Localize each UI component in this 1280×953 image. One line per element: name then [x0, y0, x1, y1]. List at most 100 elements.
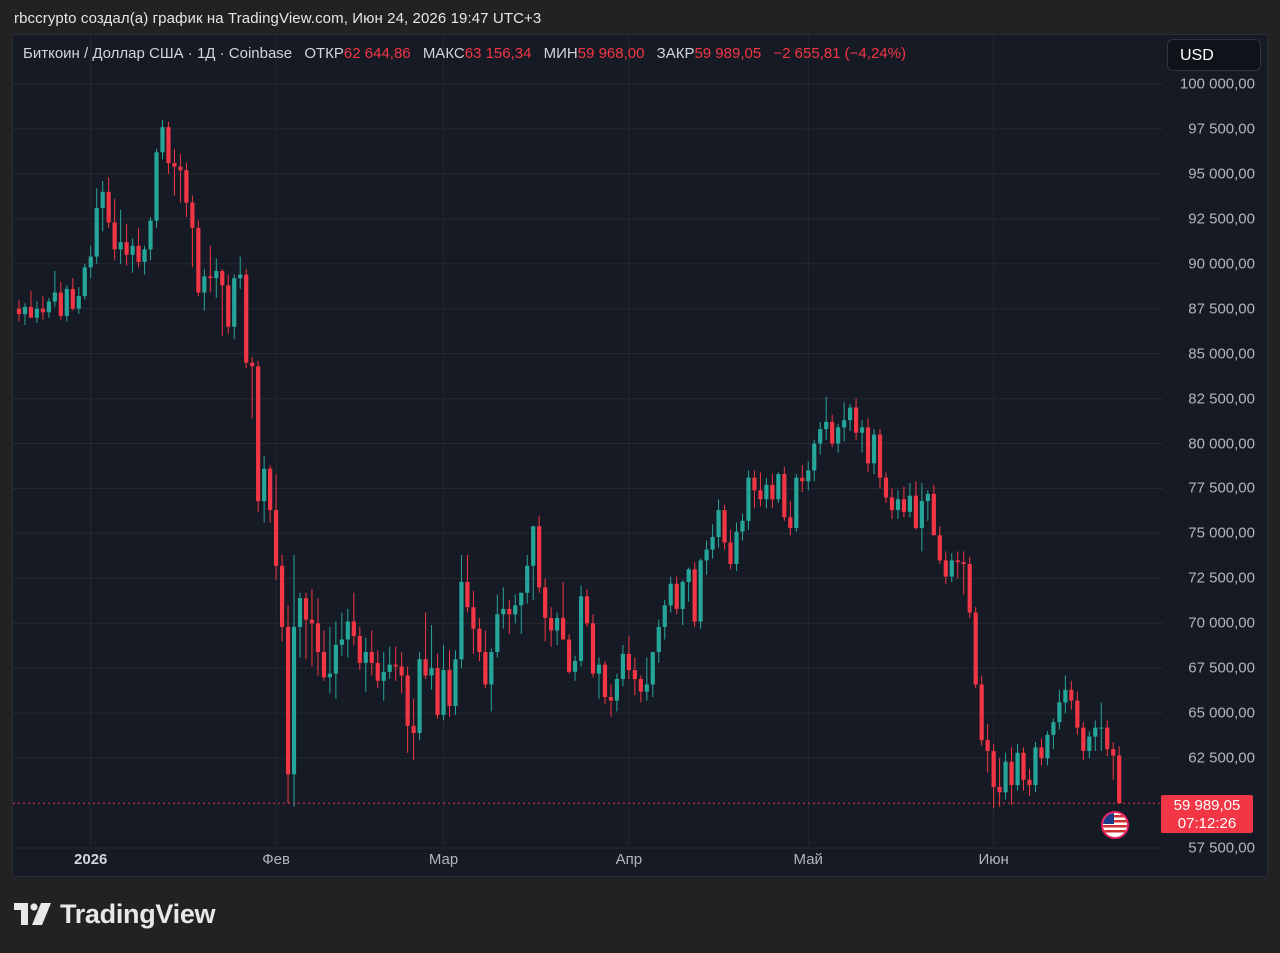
candle-body — [274, 510, 279, 566]
candle-body — [812, 443, 817, 471]
candle-body — [668, 583, 673, 606]
candle-body — [268, 468, 273, 511]
candle-body — [782, 474, 787, 518]
candle-body — [238, 274, 243, 279]
candle-body — [46, 301, 51, 313]
candle-body — [106, 191, 111, 223]
candle-body — [453, 659, 458, 707]
candle-body — [501, 608, 506, 615]
change-value: −2 655,81 (−4,24%) — [773, 45, 906, 62]
candle-body — [590, 623, 596, 674]
candle-body — [459, 581, 464, 660]
candle-body — [728, 542, 733, 564]
last-price-tag: 59 989,05 07:12:26 — [1161, 795, 1253, 834]
candle-body — [1051, 722, 1056, 735]
candle-body — [411, 725, 416, 733]
candle-body — [961, 562, 966, 564]
candle-body — [232, 278, 237, 327]
candle-body — [70, 288, 75, 309]
candle-body — [644, 684, 649, 692]
candle-body — [513, 605, 518, 615]
candle-body — [698, 560, 703, 622]
candle-body — [190, 202, 195, 228]
candle-body — [483, 652, 488, 685]
candle-body — [166, 127, 171, 164]
candle-body — [752, 477, 757, 491]
candle-body — [830, 421, 835, 444]
time-axis-tick: Мар — [428, 851, 459, 868]
low-value: 59 968,00 — [577, 45, 645, 62]
price-axis-tick: 95 000,00 — [1188, 165, 1255, 183]
candle-body — [136, 245, 141, 262]
candle-body — [555, 617, 560, 631]
candle-body — [94, 208, 99, 257]
candle-body — [291, 626, 297, 775]
price-axis-tick: 57 500,00 — [1188, 839, 1255, 857]
candle-body — [387, 664, 392, 672]
candle-body — [172, 163, 177, 167]
candle-body — [859, 427, 865, 433]
candle-body — [638, 679, 643, 692]
price-axis-tick: 70 000,00 — [1188, 614, 1255, 632]
candle-body — [357, 635, 362, 663]
candle-body — [1081, 727, 1086, 751]
candle-body — [549, 617, 554, 631]
candle-body — [913, 495, 918, 529]
tradingview-logo-icon — [14, 903, 51, 925]
candlestick-chart[interactable] — [13, 35, 1268, 877]
candle-body — [327, 673, 332, 678]
candle-body — [997, 786, 1002, 793]
close-value: 59 989,05 — [694, 45, 762, 62]
candle-body — [1027, 779, 1032, 786]
candle-body — [901, 499, 907, 512]
candle-body — [34, 308, 40, 318]
candle-body — [321, 652, 327, 678]
last-price-value: 59 989,05 — [1173, 797, 1241, 815]
candle-body — [662, 605, 667, 627]
candle-body — [1075, 700, 1080, 728]
candle-body — [985, 740, 990, 751]
candle-body — [1093, 727, 1098, 737]
candle-body — [226, 285, 231, 327]
candle-body — [345, 621, 350, 640]
symbol-title[interactable]: Биткоин / Доллар США · 1Д · Coinbase — [23, 45, 293, 62]
candle-body — [22, 306, 28, 315]
candle-body — [818, 429, 823, 444]
candle-body — [925, 493, 930, 502]
candle-body — [40, 308, 45, 313]
low-label: МИН — [543, 45, 578, 62]
symbol-legend: Биткоин / Доллар США · 1Д · Coinbase ОТК… — [23, 45, 906, 62]
candle-body — [973, 612, 978, 685]
us-flag-icon[interactable] — [1101, 811, 1130, 839]
time-axis-tick: Фев — [262, 851, 290, 868]
time-axis-tick: Май — [793, 851, 823, 868]
candle-body — [1003, 761, 1008, 793]
price-axis-tick: 62 500,00 — [1188, 749, 1255, 767]
candle-body — [991, 750, 996, 787]
candle-body — [608, 697, 614, 701]
candle-body — [561, 617, 566, 640]
candle-body — [531, 526, 536, 566]
candle-body — [710, 537, 715, 550]
candle-body — [1057, 702, 1062, 723]
candle-body — [800, 477, 805, 482]
candle-body — [931, 493, 936, 536]
chart-panel[interactable]: Биткоин / Доллар США · 1Д · Coinbase ОТК… — [12, 34, 1268, 877]
candle-body — [375, 662, 380, 681]
candle-body — [824, 421, 829, 430]
high-value: 63 156,34 — [464, 45, 532, 62]
candle-body — [154, 152, 159, 221]
candle-body — [148, 220, 153, 250]
candle-body — [1045, 734, 1050, 759]
candle-body — [76, 296, 81, 309]
candle-body — [1105, 727, 1110, 750]
candle-body — [262, 468, 267, 502]
tradingview-logo[interactable]: TradingView — [14, 898, 216, 930]
candle-body — [596, 664, 602, 674]
candle-body — [871, 434, 877, 464]
candle-body — [399, 666, 404, 676]
currency-button[interactable]: USD — [1167, 39, 1261, 71]
candle-body — [58, 292, 63, 316]
candle-body — [716, 510, 721, 538]
candle-body — [794, 477, 799, 529]
